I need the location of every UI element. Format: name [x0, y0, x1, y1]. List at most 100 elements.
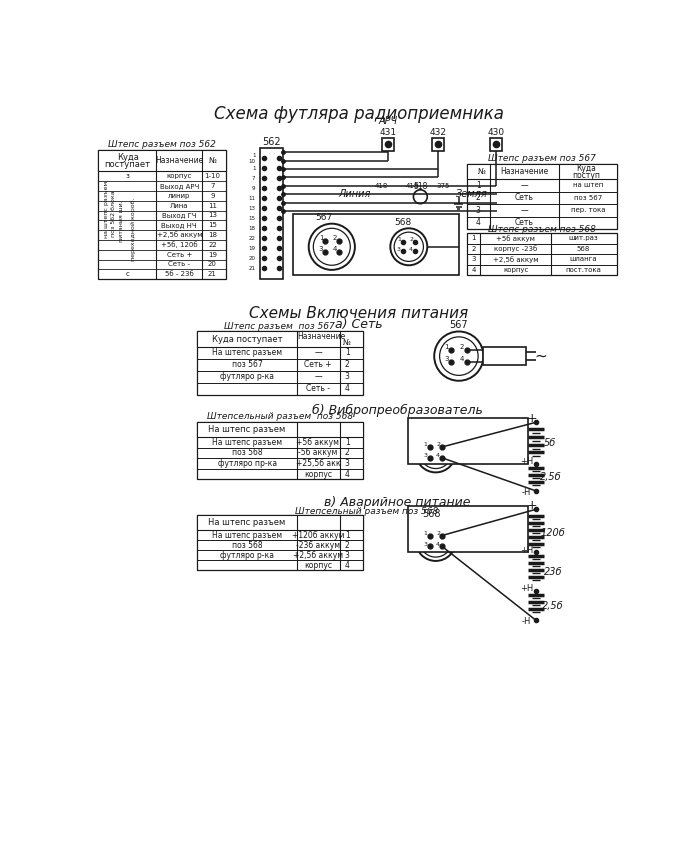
Bar — [382, 138, 394, 150]
Text: 11: 11 — [248, 196, 256, 201]
Text: 567: 567 — [449, 319, 468, 330]
Text: 568: 568 — [423, 509, 441, 519]
Text: 2: 2 — [436, 442, 440, 447]
Text: поз 567: поз 567 — [574, 195, 602, 201]
Text: Сеть +: Сеть + — [304, 360, 332, 369]
Text: +5б аккум: +5б аккум — [496, 235, 536, 242]
Text: 1: 1 — [476, 180, 480, 190]
Text: б) Вибропреобразователь: б) Вибропреобразователь — [312, 404, 483, 417]
Text: 1: 1 — [424, 442, 428, 447]
Text: 23б: 23б — [543, 567, 562, 576]
Text: Линия: Линия — [339, 189, 371, 199]
Text: Назначение: Назначение — [155, 156, 204, 165]
Text: —: — — [314, 372, 322, 381]
Text: корпус: корпус — [167, 173, 192, 180]
Text: в) Аварийное питание: в) Аварийное питание — [324, 496, 470, 509]
Text: 2: 2 — [436, 531, 440, 536]
Text: Лина: Лина — [170, 203, 188, 209]
Text: 4: 4 — [436, 541, 440, 546]
Text: 2: 2 — [471, 246, 476, 252]
Text: поз 567: поз 567 — [232, 360, 262, 369]
Text: 22: 22 — [248, 236, 256, 241]
Text: 1: 1 — [345, 438, 349, 447]
Bar — [197, 514, 363, 530]
Text: з: з — [126, 173, 130, 180]
Text: 3: 3 — [397, 247, 401, 252]
Text: 5б - 23б: 5б - 23б — [165, 271, 194, 277]
Text: 1: 1 — [318, 236, 323, 242]
Text: Выход ГЧ: Выход ГЧ — [162, 212, 197, 218]
Bar — [432, 138, 444, 150]
Text: 3: 3 — [444, 356, 449, 362]
Text: 15: 15 — [248, 216, 256, 221]
Text: Схемы Включения питания: Схемы Включения питания — [249, 306, 468, 321]
Text: 3: 3 — [424, 541, 428, 546]
Text: 2: 2 — [345, 540, 349, 550]
Bar — [467, 164, 617, 229]
Text: на штепс разъем: на штепс разъем — [104, 181, 108, 238]
Text: 7: 7 — [252, 176, 256, 180]
Text: 1-10: 1-10 — [204, 173, 220, 180]
Text: 19: 19 — [208, 252, 217, 258]
Bar — [197, 331, 363, 347]
Text: 22: 22 — [208, 242, 217, 248]
Text: Назначение: Назначение — [298, 332, 346, 342]
Text: поз 568: поз 568 — [232, 449, 262, 457]
Text: 1: 1 — [345, 349, 349, 357]
Text: Выход НЧ: Выход НЧ — [162, 222, 197, 228]
Text: 4: 4 — [345, 469, 349, 478]
Text: линир: линир — [168, 192, 190, 198]
Bar — [197, 421, 363, 437]
Text: питания ши.: питания ши. — [119, 200, 124, 243]
Text: 13: 13 — [248, 205, 256, 211]
Text: +H: +H — [520, 584, 533, 593]
Text: -23б аккум: -23б аккум — [296, 540, 340, 550]
Text: -H: -H — [522, 488, 531, 497]
Text: На штепс разъем: На штепс разъем — [209, 425, 286, 434]
Bar — [467, 233, 617, 275]
Text: На штепс разъем: На штепс разъем — [209, 518, 286, 527]
Bar — [197, 331, 363, 394]
Text: 2: 2 — [460, 343, 464, 350]
Text: 375: 375 — [437, 183, 450, 189]
Text: на штеп: на штеп — [573, 182, 603, 188]
Text: Выход АРЧ: Выход АРЧ — [160, 183, 199, 189]
Text: Куда: Куда — [576, 164, 596, 173]
Text: 2: 2 — [409, 237, 413, 243]
Text: 4: 4 — [471, 267, 476, 273]
Text: 3: 3 — [318, 246, 323, 252]
Text: 568: 568 — [577, 246, 590, 252]
Text: +5б аккум: +5б аккум — [296, 438, 339, 447]
Text: 15: 15 — [208, 222, 217, 228]
Text: переходной короб.: переходной короб. — [131, 198, 136, 261]
Text: Штепс разъем поз 568: Штепс разъем поз 568 — [488, 224, 596, 234]
Text: -5б аккум: -5б аккум — [298, 449, 337, 457]
Text: №: № — [343, 337, 351, 347]
Text: 9: 9 — [252, 186, 256, 191]
Text: Сеть -: Сеть - — [306, 384, 330, 394]
Text: футляро р-ка: футляро р-ка — [220, 551, 274, 560]
Text: 9: 9 — [210, 192, 215, 198]
Text: ~: ~ — [535, 349, 547, 363]
Text: —: — — [521, 180, 528, 190]
Text: +5б, 120б: +5б, 120б — [161, 242, 197, 249]
Bar — [467, 164, 617, 179]
Text: 4: 4 — [345, 561, 349, 570]
Text: 7: 7 — [210, 183, 215, 189]
Text: 432: 432 — [430, 128, 447, 136]
Text: поз 568: поз 568 — [232, 540, 262, 550]
Text: На штепс разъем: На штепс разъем — [212, 438, 282, 447]
Bar — [197, 421, 363, 479]
Text: 4: 4 — [460, 356, 464, 362]
Text: а) Сеть: а) Сеть — [335, 318, 383, 331]
Text: 2: 2 — [476, 193, 480, 202]
Text: Штепс разъем поз 562: Штепс разъем поз 562 — [108, 140, 216, 149]
Text: На штепс разъем: На штепс разъем — [212, 349, 282, 357]
Text: 1: 1 — [424, 531, 428, 536]
Text: поз 562 блока: поз 562 блока — [111, 191, 116, 237]
Text: 4: 4 — [332, 246, 337, 252]
Text: Куда поступает: Куда поступает — [212, 335, 282, 343]
Text: 3: 3 — [345, 459, 349, 468]
Text: 11: 11 — [208, 203, 217, 209]
Text: поступает: поступает — [105, 160, 150, 169]
